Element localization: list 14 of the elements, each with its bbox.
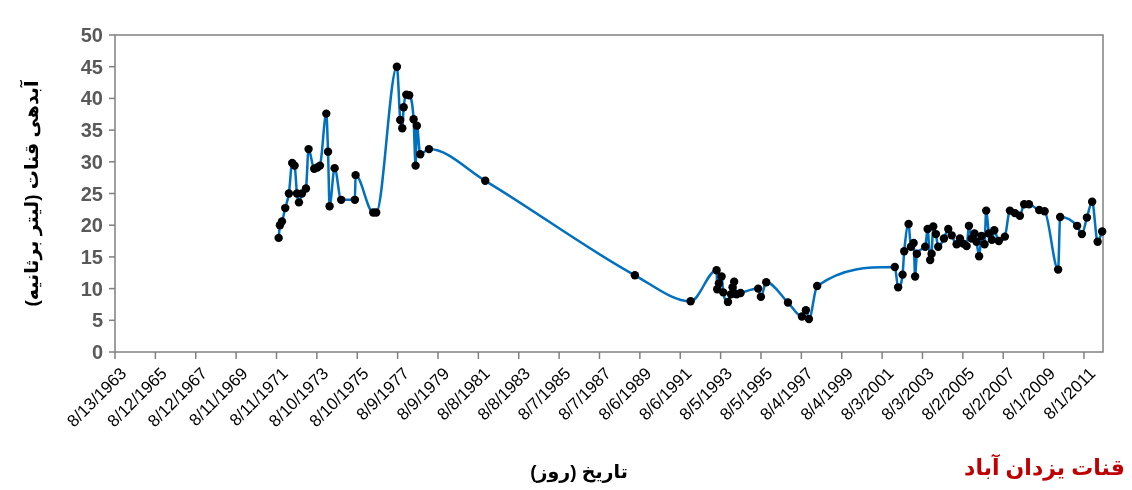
text: قنات یزدان آباد xyxy=(964,453,1125,481)
y-tick-label: 5 xyxy=(91,309,103,332)
y-tick-label: 35 xyxy=(80,119,103,142)
x-axis-title: تاریخ (روز) xyxy=(530,461,628,483)
y-tick-label: 45 xyxy=(80,55,103,78)
y-tick-label: 20 xyxy=(80,214,103,237)
y-tick-label: 40 xyxy=(80,87,103,110)
y-tick-label: 10 xyxy=(80,277,103,300)
y-tick-label: 0 xyxy=(91,341,103,363)
y-tick-label: 30 xyxy=(80,150,103,173)
y-tick-label: 25 xyxy=(80,182,103,205)
y-tick-label: 50 xyxy=(80,24,103,46)
y-tick-label: 15 xyxy=(80,245,103,268)
y-axis-title: آبدهی قنات (لیتر برثانیه) xyxy=(19,80,43,307)
